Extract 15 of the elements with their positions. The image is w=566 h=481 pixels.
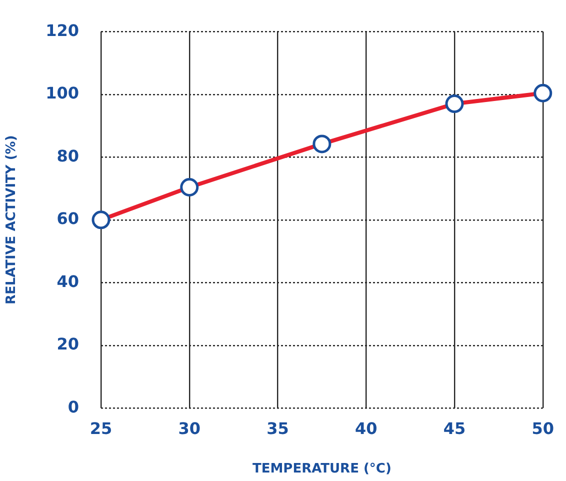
y-tick-label: 80 [56,146,79,166]
x-axis-title: TEMPERATURE (°C) [252,462,392,477]
y-tick-label: 20 [56,334,79,354]
y-tick-label: 100 [46,84,79,103]
x-tick-label: 30 [178,418,201,438]
y-tick-label: 40 [56,272,79,291]
x-tick-label: 45 [443,418,466,438]
y-tick-label: 60 [56,209,79,228]
x-tick-label: 25 [90,418,112,438]
x-tick-label: 50 [532,418,554,438]
x-tick-label: 35 [266,418,289,438]
x-tick-label: 40 [354,418,378,438]
y-tick-label: 0 [68,397,79,416]
y-tick-label: 120 [46,20,79,40]
y-axis-title: RELATIVE ACTIVITY (%) [4,135,20,305]
